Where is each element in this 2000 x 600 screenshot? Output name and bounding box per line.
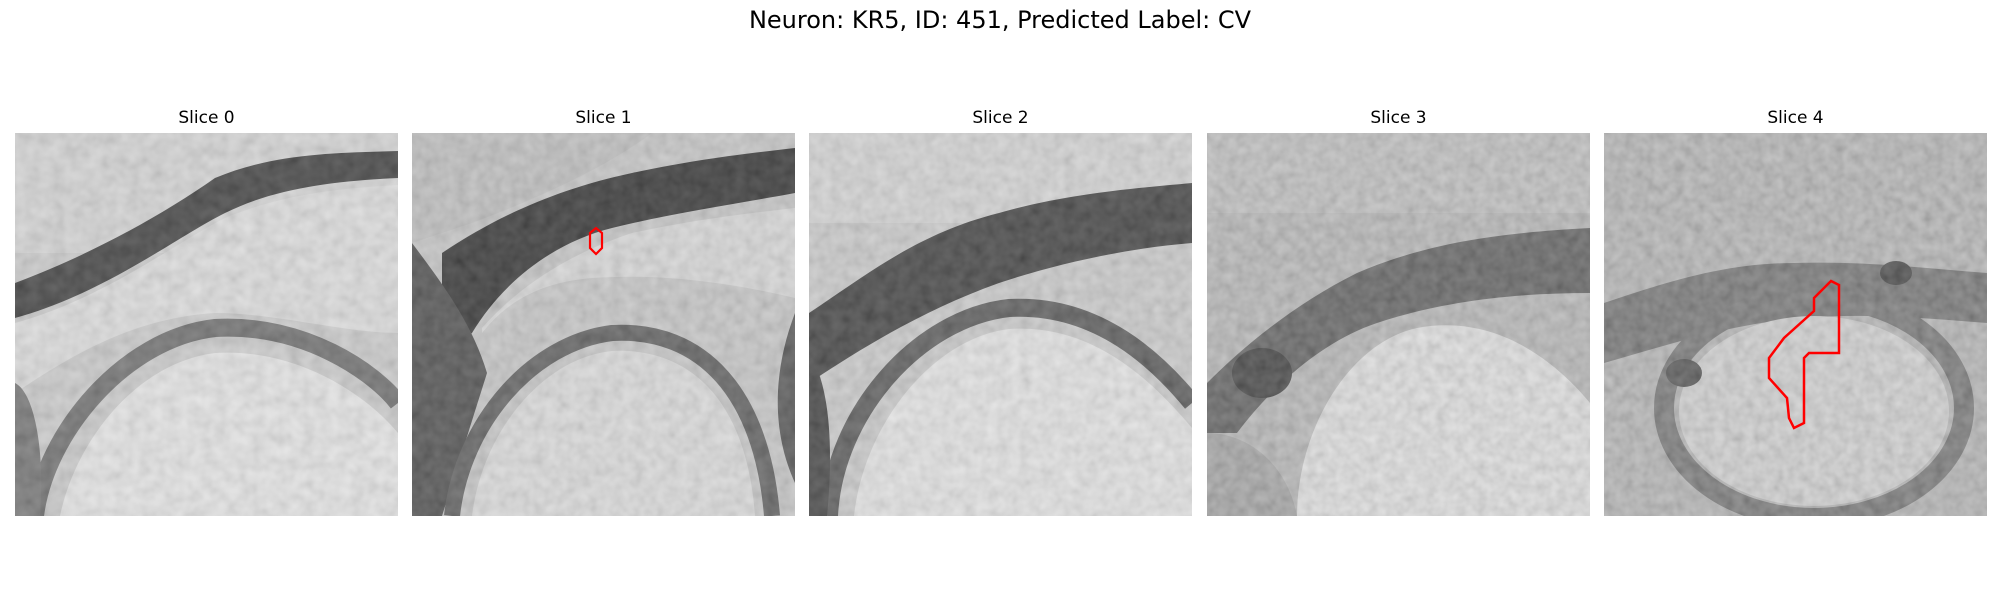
- slice-title-2: Slice 2: [972, 108, 1029, 128]
- segmentation-contour-1: [588, 226, 604, 256]
- slice-title-3: Slice 3: [1370, 108, 1427, 128]
- slice-panel-4: Slice 4: [1604, 108, 1987, 528]
- slice-image-4: [1604, 133, 1987, 516]
- slice-image-3: [1207, 133, 1590, 516]
- slice-title-4: Slice 4: [1767, 108, 1824, 128]
- slice-title-1: Slice 1: [575, 108, 632, 128]
- slice-panel-0: Slice 0: [15, 108, 398, 528]
- slice-panel-1: Slice 1: [412, 108, 795, 528]
- slice-image-2: [809, 133, 1192, 516]
- segmentation-contour-4: [1767, 279, 1841, 430]
- slice-title-0: Slice 0: [178, 108, 235, 128]
- slice-panel-2: Slice 2: [809, 108, 1192, 528]
- slice-image-1: [412, 133, 795, 516]
- slice-image-0: [15, 133, 398, 516]
- figure-title: Neuron: KR5, ID: 451, Predicted Label: C…: [748, 6, 1252, 34]
- slice-panel-3: Slice 3: [1207, 108, 1590, 528]
